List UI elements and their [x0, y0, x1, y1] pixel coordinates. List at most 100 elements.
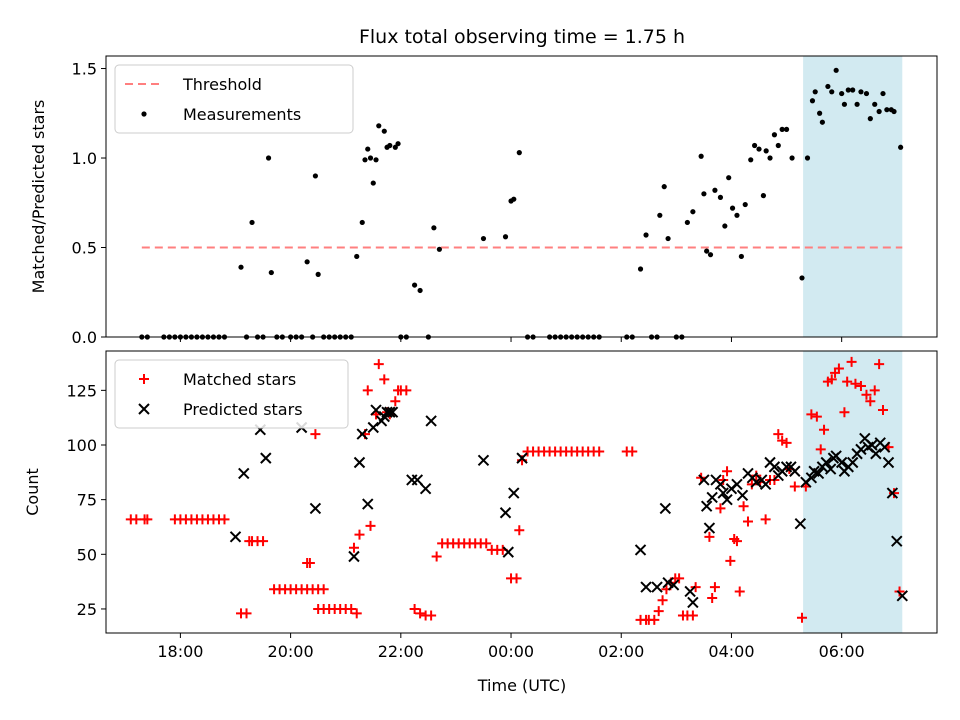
predicted-star-point: [794, 517, 807, 530]
chart-title: Flux total observing time = 1.75 h: [359, 26, 685, 48]
count-plot-frame: [105, 350, 938, 634]
matched-star-point: [351, 608, 362, 619]
measurement-point: [729, 205, 736, 211]
measurement-point: [701, 191, 707, 197]
matched-star-point: [379, 374, 390, 385]
measurement-point: [661, 184, 667, 190]
matched-star-point: [819, 424, 830, 435]
measurement-point: [891, 108, 897, 115]
x-tick-label: 00:00: [488, 642, 534, 661]
measurement-point: [825, 83, 831, 90]
ratio-panel: 0.0 0.5 1.0 1.5 Matched/Predicted stars Thres…: [29, 55, 938, 347]
predicted-star-point: [698, 474, 710, 486]
predicted-star-point: [516, 452, 528, 464]
predicted-star-point: [714, 478, 727, 491]
predicted-star-point: [370, 404, 382, 416]
x-tick-label: 04:00: [708, 642, 754, 661]
measurement-point: [734, 212, 740, 218]
predicted-star-point: [367, 421, 379, 434]
matched-star-point: [855, 380, 866, 391]
y-tick-label: 75: [77, 491, 97, 510]
legend-label: Threshold: [182, 75, 262, 94]
measurement-point: [779, 126, 785, 132]
predicted-star-point: [789, 465, 801, 477]
legend-label: Matched stars: [183, 370, 296, 389]
matched-star-point: [142, 514, 153, 525]
measurement-point: [304, 259, 310, 265]
legend-marker-swatch: [138, 403, 150, 415]
predicted-star-point: [238, 467, 250, 480]
predicted-star-point: [759, 478, 772, 491]
matched-star-point: [846, 356, 857, 367]
matched-star-point: [777, 435, 788, 446]
predicted-star-point: [835, 456, 848, 469]
legend-box: [114, 64, 354, 134]
highlight-span: [803, 56, 903, 337]
matched-star-point: [861, 389, 872, 400]
y-tick-label: 25: [77, 600, 97, 619]
matched-star-point: [219, 514, 230, 525]
ratio-legend: Threshold Measurements: [114, 64, 354, 134]
matched-star-point: [627, 446, 638, 457]
matched-star-point: [431, 551, 442, 562]
predicted-star-point: [896, 590, 908, 602]
x-axis-label: Time (UTC): [477, 676, 566, 695]
count-panel: 25 50 75 100 125 18:00 20:00 22:00 00:00 02:00 04:…: [23, 350, 938, 661]
predicted-star-point: [419, 483, 432, 495]
predicted-star-point: [640, 581, 652, 593]
predicted-star-point: [411, 474, 424, 486]
measurement-point: [717, 194, 724, 200]
predicted-star-point: [406, 474, 418, 486]
predicted-star-point: [499, 507, 512, 519]
measurement-point: [637, 266, 644, 272]
predicted-star-point: [846, 456, 859, 469]
measurement-point: [804, 155, 811, 161]
matched-star-point: [674, 573, 685, 584]
matched-star-point: [718, 474, 729, 485]
matched-star-point: [365, 520, 376, 531]
predicted-star-point: [309, 502, 322, 515]
measurement-point: [726, 175, 732, 181]
measurement-point: [858, 89, 864, 95]
measurement-point: [742, 201, 748, 208]
matched-star-point: [649, 614, 660, 625]
measurement-point: [872, 101, 878, 107]
measurement-point: [819, 119, 825, 125]
predicted-star-point: [348, 550, 360, 563]
predicted-star-point: [886, 487, 899, 499]
measurement-point: [684, 219, 690, 226]
measurement-point: [771, 132, 778, 138]
matched-star-point: [874, 359, 885, 370]
measurement-point: [812, 89, 818, 95]
predicted-star-point: [356, 428, 368, 440]
measurement-point: [845, 87, 851, 93]
predicted-star-point: [229, 531, 242, 543]
matched-star-point: [850, 378, 861, 389]
matched-star-point: [415, 608, 426, 619]
y-tick-label: 0.5: [72, 239, 97, 258]
measurement-point: [722, 223, 728, 229]
matched-star-point: [865, 396, 876, 407]
measurement-point: [817, 110, 823, 116]
measurement-point: [431, 225, 437, 231]
matched-star-point: [715, 503, 726, 514]
matched-star-point: [869, 385, 880, 396]
ratio-plot-frame: [105, 55, 938, 338]
matched-star-point: [826, 374, 837, 385]
measurement-point: [738, 253, 744, 260]
matched-star-point: [877, 405, 888, 416]
measurement-point: [712, 187, 718, 193]
matched-star-point: [348, 542, 359, 553]
matched-star-point: [354, 529, 365, 540]
measurement-point: [884, 107, 890, 113]
matched-star-point: [318, 584, 329, 595]
measurement-point: [854, 101, 860, 107]
measurement-point: [249, 219, 255, 226]
measurement-point: [833, 67, 839, 73]
predicted-star-point: [805, 472, 818, 484]
matched-star-point: [241, 608, 252, 619]
matched-star-point: [304, 558, 315, 569]
count-legend: Matched stars Predicted stars: [114, 359, 349, 429]
predicted-star-point: [260, 452, 272, 464]
predicted-star-point: [878, 441, 891, 453]
